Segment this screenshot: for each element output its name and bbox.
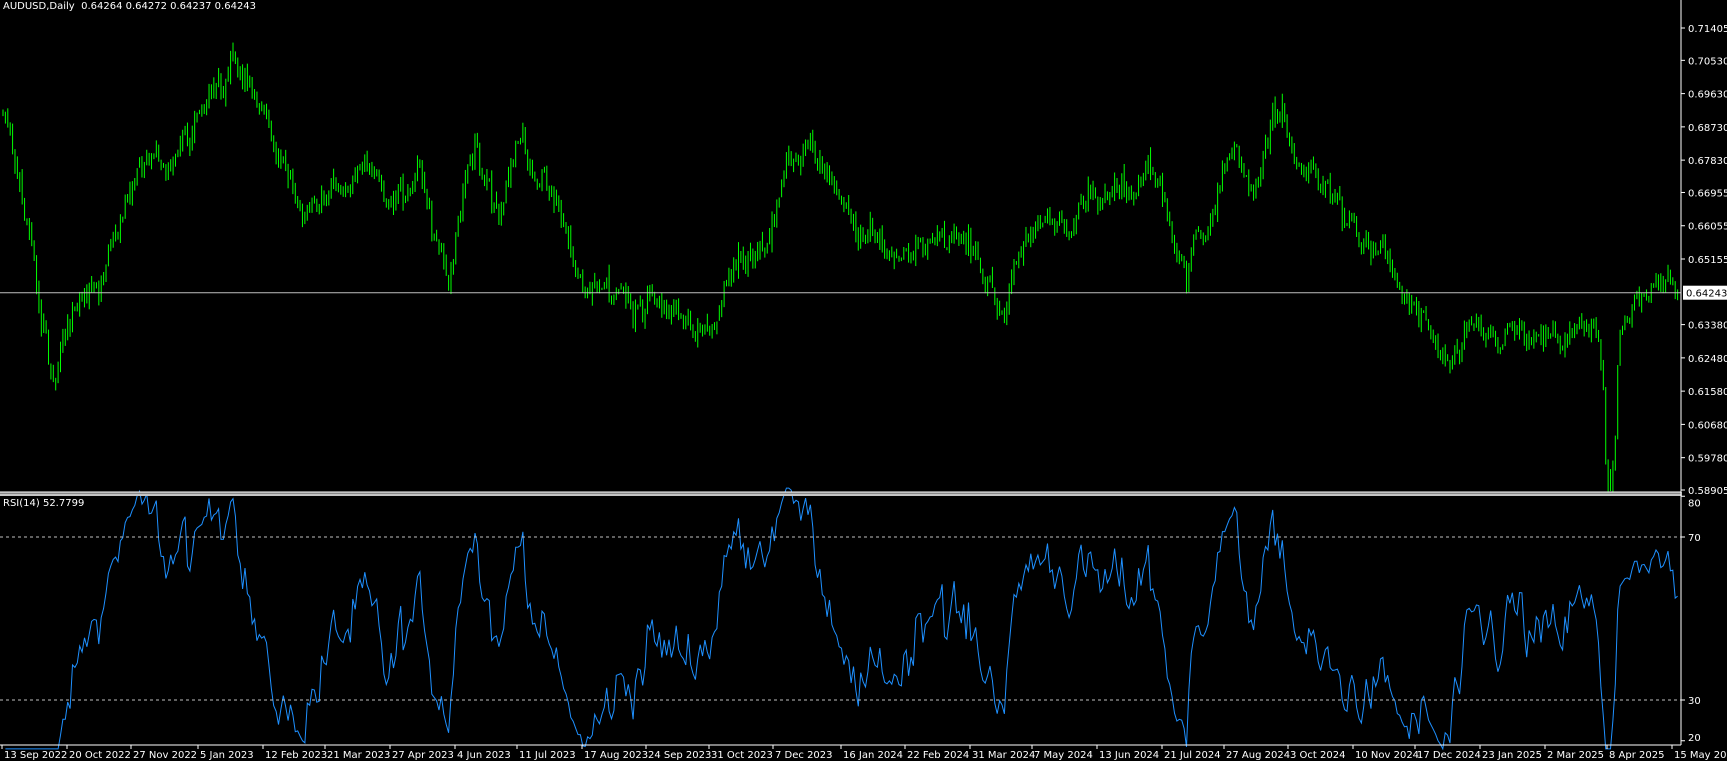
date-tick-label: 17 Dec 2024 (1417, 750, 1481, 761)
date-tick-label: 27 Apr 2023 (392, 750, 454, 761)
rsi-tick-label: 30 (1688, 696, 1701, 707)
date-tick-label: 4 Jun 2023 (457, 750, 511, 761)
date-tick-label: 7 May 2024 (1034, 750, 1093, 761)
date-tick-label: 21 Mar 2023 (327, 750, 390, 761)
date-tick-label: 31 Mar 2024 (972, 750, 1035, 761)
date-tick-label: 17 Aug 2023 (584, 750, 648, 761)
price-tick-label: 0.65155 (1688, 255, 1727, 266)
price-tick-label: 0.66955 (1688, 188, 1727, 199)
price-tick-label: 0.63380 (1688, 321, 1727, 332)
rsi-line (5, 487, 1678, 751)
date-tick-label: 27 Nov 2022 (133, 750, 197, 761)
date-tick-label: 15 May 2025 (1674, 750, 1727, 761)
price-tick-label: 0.71405 (1688, 24, 1727, 35)
chart-title: AUDUSD,Daily 0.64264 0.64272 0.64237 0.6… (3, 1, 256, 12)
date-tick-label: 12 Feb 2023 (265, 750, 327, 761)
date-tick-label: 7 Dec 2023 (775, 750, 833, 761)
date-tick-label: 20 Oct 2022 (69, 750, 131, 761)
date-tick-label: 3 Oct 2024 (1290, 750, 1345, 761)
rsi-tick-label: 20 (1688, 733, 1701, 744)
price-tick-label: 0.60680 (1688, 420, 1727, 431)
current-price-badge (1683, 285, 1727, 300)
ohlc-readout: 0.64264 0.64272 0.64237 0.64243 (81, 1, 257, 12)
price-tick-label: 0.70530 (1688, 56, 1727, 67)
date-tick-label: 23 Jan 2025 (1482, 750, 1542, 761)
rsi-panel (0, 487, 1681, 751)
price-tick-label: 0.58905 (1688, 486, 1727, 497)
price-tick-label: 0.69630 (1688, 90, 1727, 101)
date-tick-label: 21 Jul 2024 (1164, 750, 1221, 761)
rsi-tick-label: 80 (1688, 498, 1701, 509)
price-tick-label: 0.62480 (1688, 354, 1727, 365)
date-tick-label: 27 Aug 2024 (1226, 750, 1290, 761)
date-tick-label: 31 Oct 2023 (711, 750, 773, 761)
price-tick-label: 0.67830 (1688, 156, 1727, 167)
date-tick-label: 11 Jul 2023 (519, 750, 576, 761)
date-tick-label: 2 Mar 2025 (1547, 750, 1604, 761)
rsi-label: RSI(14) 52.7799 (3, 498, 85, 509)
date-tick-label: 13 Jun 2024 (1099, 750, 1159, 761)
date-tick-label: 16 Jan 2024 (843, 750, 903, 761)
current-price-label: 0.64243 (1686, 289, 1727, 300)
price-bars (2, 42, 1679, 493)
date-tick-label: 10 Nov 2024 (1355, 750, 1419, 761)
date-tick-label: 13 Sep 2022 (4, 750, 67, 761)
price-tick-label: 0.68730 (1688, 123, 1727, 134)
date-tick-label: 22 Feb 2024 (907, 750, 969, 761)
panel-separator (0, 492, 1682, 496)
date-tick-label: 5 Jan 2023 (200, 750, 254, 761)
symbol-label: AUDUSD,Daily (3, 1, 75, 12)
date-tick-label: 24 Sep 2023 (648, 750, 711, 761)
date-tick-label: 8 Apr 2025 (1609, 750, 1664, 761)
price-tick-label: 0.61580 (1688, 387, 1727, 398)
rsi-tick-label: 70 (1688, 533, 1701, 544)
price-tick-label: 0.66055 (1688, 222, 1727, 233)
price-tick-label: 0.59780 (1688, 454, 1727, 465)
